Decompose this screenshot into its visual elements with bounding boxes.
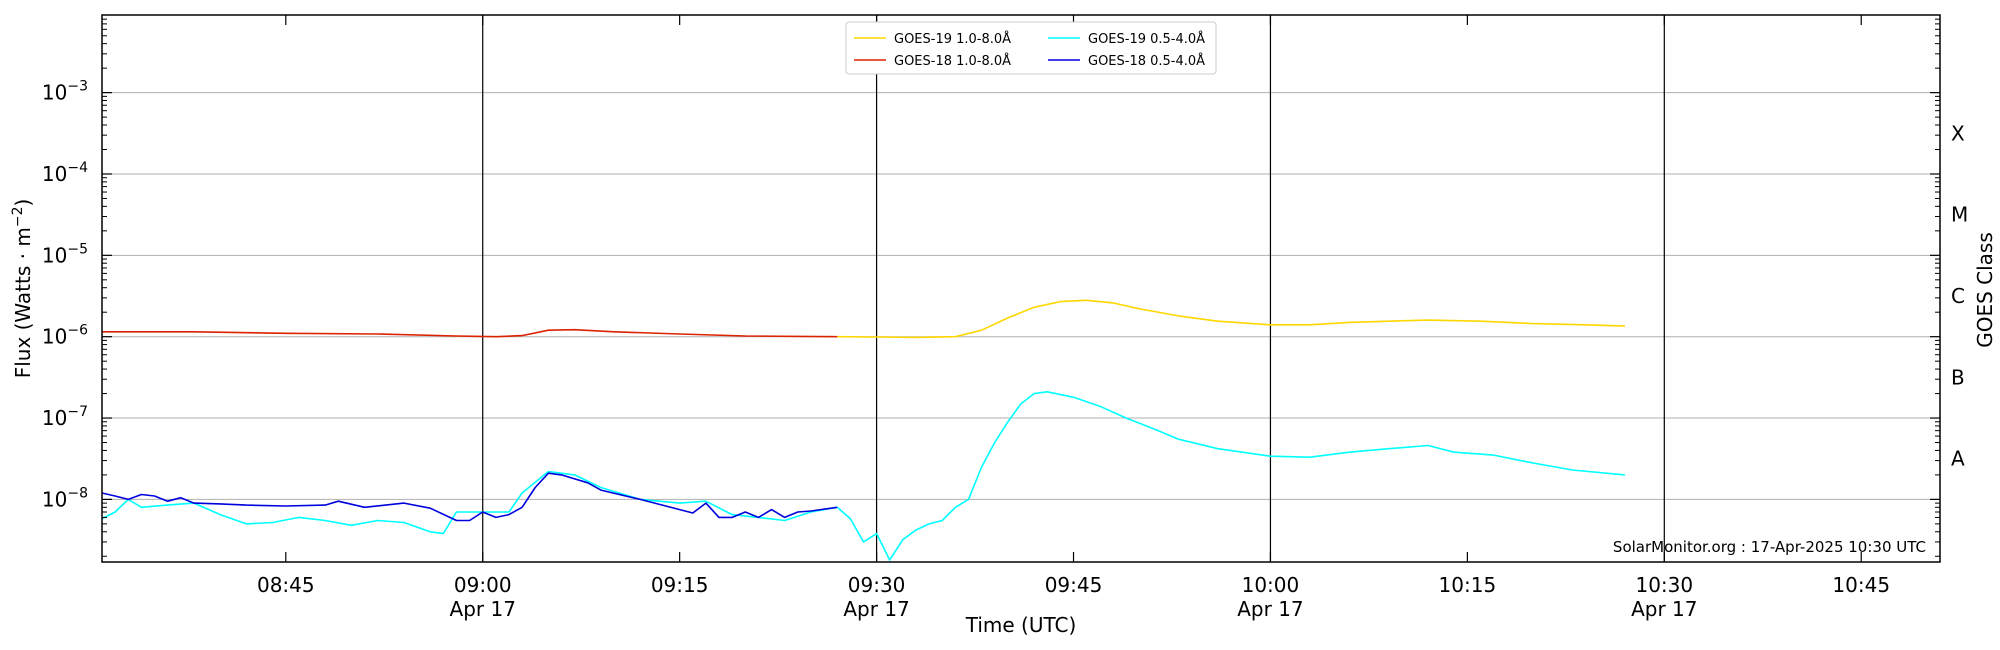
y-axis-label: Flux (Watts · m−2) [10, 199, 35, 379]
x-tick-label: 09:30 [848, 573, 906, 597]
grid-layer [102, 92, 1940, 500]
plot-frame [101, 14, 1941, 563]
legend-entry: GOES-19 0.5-4.0Å [1088, 31, 1205, 47]
x-tick-label: 10:45 [1832, 573, 1890, 597]
y-tick-label: 10−7 [42, 404, 88, 430]
y-tick-label: 10−6 [42, 323, 88, 349]
series-line-goes-19-1-0-8-0- [837, 299, 1625, 339]
y-tick-label: 10−4 [42, 160, 88, 186]
legend-entry: GOES-18 0.5-4.0Å [1088, 53, 1205, 69]
x-tick-date-label: Apr 17 [1237, 597, 1303, 621]
x-tick-label: 08:45 [257, 573, 315, 597]
legend-entry: GOES-19 1.0-8.0Å [894, 31, 1011, 47]
series-line-goes-19-0-5-4-0- [101, 390, 1625, 561]
x-tick-date-label: Apr 17 [843, 597, 909, 621]
x-tick-date-label: Apr 17 [1631, 597, 1697, 621]
goes-class-label: X [1951, 121, 1965, 145]
x-tick-label: 09:00 [454, 573, 512, 597]
goes-class-label: B [1951, 365, 1965, 389]
y-tick-label: 10−5 [42, 241, 88, 267]
x-tick-label: 09:45 [1045, 573, 1103, 597]
x-tick-label: 10:30 [1635, 573, 1693, 597]
y-tick-label: 10−8 [42, 485, 88, 511]
tick-layer [102, 15, 1940, 562]
time-markers [482, 15, 1665, 562]
legend-box [845, 21, 1217, 75]
x-tick-label: 10:15 [1439, 573, 1497, 597]
x-axis-label: Time (UTC) [965, 613, 1077, 637]
legend-entry: GOES-18 1.0-8.0Å [894, 53, 1011, 69]
goes-class-label: A [1951, 447, 1965, 471]
credit-text: SolarMonitor.org : 17-Apr-2025 10:30 UTC [1613, 538, 1926, 556]
legend: GOES-19 1.0-8.0Å GOES-18 1.0-8.0Å GOES-19 … [845, 21, 1217, 75]
goes-class-axis-label: GOES Class [1973, 232, 1997, 348]
series-line-goes-18-1-0-8-0- [102, 328, 838, 338]
x-tick-date-label: Apr 17 [450, 597, 516, 621]
series-layer [101, 299, 1625, 561]
goes-class-label: C [1951, 284, 1965, 308]
y-tick-label: 10−3 [42, 79, 88, 105]
series-line-goes-18-0-5-4-0- [101, 472, 838, 522]
x-tick-label: 10:00 [1242, 573, 1300, 597]
x-tick-label: 09:15 [651, 573, 709, 597]
goes-class-label: M [1951, 203, 1968, 227]
